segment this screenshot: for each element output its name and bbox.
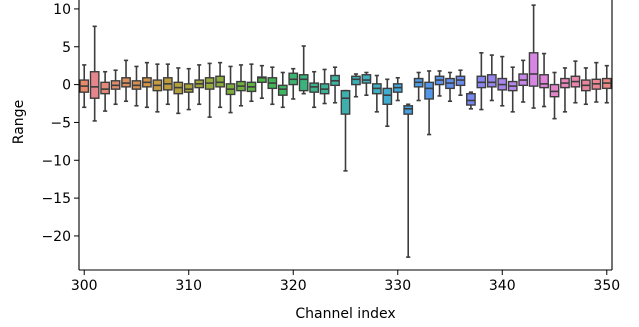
y-tick-label: 5 bbox=[62, 40, 71, 56]
box-body bbox=[340, 89, 351, 115]
box-body bbox=[539, 74, 549, 89]
box-body bbox=[486, 74, 497, 88]
box-314 bbox=[225, 65, 236, 114]
box-344 bbox=[539, 52, 549, 108]
box-320 bbox=[288, 67, 299, 100]
box-339 bbox=[486, 54, 497, 102]
box-324 bbox=[330, 66, 340, 104]
box-310 bbox=[183, 67, 194, 111]
box-body bbox=[89, 71, 100, 99]
box-body bbox=[382, 87, 393, 105]
box-body bbox=[403, 105, 414, 115]
box-307 bbox=[152, 63, 163, 113]
box-body bbox=[528, 52, 539, 87]
box-334 bbox=[434, 70, 445, 97]
box-333 bbox=[424, 70, 434, 136]
box-body bbox=[277, 84, 288, 96]
x-tick-label: 350 bbox=[593, 278, 620, 294]
box-321 bbox=[298, 45, 309, 95]
y-tick-label: 10 bbox=[53, 2, 71, 18]
box-301 bbox=[89, 25, 100, 122]
box-body bbox=[100, 81, 111, 95]
box-315 bbox=[236, 64, 246, 107]
box-plot-marks bbox=[79, 4, 612, 258]
box-313 bbox=[215, 61, 225, 109]
box-body bbox=[183, 83, 194, 93]
box-330 bbox=[392, 76, 403, 102]
y-tick-label: −20 bbox=[41, 229, 71, 245]
box-323 bbox=[319, 68, 330, 105]
box-303 bbox=[110, 69, 121, 106]
box-343 bbox=[528, 4, 539, 109]
box-337 bbox=[466, 91, 476, 110]
box-348 bbox=[580, 67, 591, 106]
box-316 bbox=[246, 63, 257, 103]
box-329 bbox=[382, 78, 393, 128]
x-tick-label: 320 bbox=[280, 278, 307, 294]
y-tick-label: 0 bbox=[62, 78, 71, 94]
box-306 bbox=[142, 61, 152, 109]
box-326 bbox=[351, 73, 361, 98]
box-327 bbox=[361, 71, 372, 96]
box-305 bbox=[131, 65, 142, 107]
box-345 bbox=[549, 71, 560, 120]
box-304 bbox=[121, 59, 131, 103]
box-300 bbox=[79, 64, 90, 109]
box-341 bbox=[507, 66, 518, 113]
y-tick-label: −15 bbox=[41, 191, 71, 207]
x-axis-title: Channel index bbox=[295, 306, 395, 322]
box-312 bbox=[204, 62, 215, 118]
box-311 bbox=[194, 64, 205, 106]
box-308 bbox=[162, 63, 173, 106]
box-340 bbox=[497, 55, 508, 107]
box-322 bbox=[309, 70, 320, 109]
box-body bbox=[361, 74, 372, 84]
box-350 bbox=[601, 64, 612, 104]
box-319 bbox=[277, 71, 288, 109]
box-332 bbox=[413, 71, 424, 102]
box-302 bbox=[100, 70, 111, 112]
y-tick-label: −5 bbox=[50, 115, 71, 131]
y-tick-label: −10 bbox=[41, 153, 71, 169]
box-331 bbox=[403, 103, 414, 258]
box-body bbox=[298, 74, 309, 92]
box-317 bbox=[257, 64, 267, 100]
box-349 bbox=[591, 61, 602, 103]
x-tick-label: 310 bbox=[175, 278, 202, 294]
box-347 bbox=[570, 60, 581, 104]
x-tick-label: 300 bbox=[71, 278, 98, 294]
box-338 bbox=[476, 52, 487, 111]
box-body bbox=[424, 81, 434, 100]
box-318 bbox=[267, 66, 278, 106]
box-336 bbox=[455, 69, 466, 96]
box-body bbox=[351, 75, 361, 86]
box-325 bbox=[340, 89, 351, 172]
x-tick-label: 330 bbox=[384, 278, 411, 294]
box-342 bbox=[518, 59, 529, 103]
box-body bbox=[466, 92, 476, 106]
box-335 bbox=[445, 71, 455, 103]
box-328 bbox=[371, 74, 382, 113]
axes: 10 5 0 −5 −10 −15 −20 300 310 320 330 340 350 bbox=[41, 0, 620, 294]
box-346 bbox=[560, 67, 570, 113]
x-tick-label: 340 bbox=[489, 278, 516, 294]
y-axis-title: Range bbox=[11, 100, 27, 144]
box-309 bbox=[173, 67, 184, 115]
